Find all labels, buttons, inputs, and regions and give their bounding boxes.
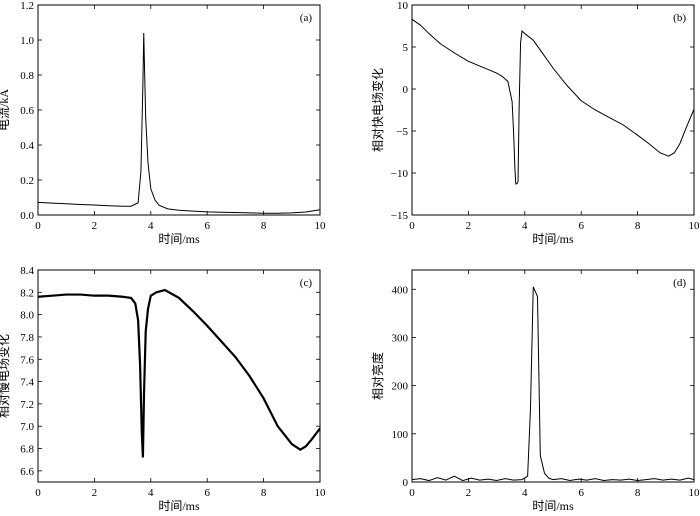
y-tick-label: 7.2 xyxy=(20,399,34,411)
y-tick-label: −5 xyxy=(396,126,408,138)
y-tick-label: 6.6 xyxy=(20,466,34,478)
x-tick-label: 2 xyxy=(466,220,472,232)
y-axis-title: 相对慢电场变化 xyxy=(0,334,11,418)
x-tick-label: 0 xyxy=(35,220,41,232)
y-axis-title: 相对亮度 xyxy=(370,352,385,400)
x-tick-label: 10 xyxy=(315,220,327,232)
x-tick-label: 2 xyxy=(466,487,472,499)
x-axis-title: 时间/ms xyxy=(532,232,574,246)
y-tick-label: 300 xyxy=(392,332,409,344)
x-tick-label: 2 xyxy=(92,220,98,232)
panel-label: (c) xyxy=(300,277,313,289)
plot-frame xyxy=(38,5,320,215)
x-tick-label: 4 xyxy=(522,487,528,499)
x-tick-label: 0 xyxy=(409,487,415,499)
y-tick-label: 10 xyxy=(397,0,409,12)
y-tick-label: 200 xyxy=(392,381,409,393)
panel-label: (a) xyxy=(300,12,313,24)
y-tick-label: 400 xyxy=(392,284,409,296)
y-tick-label: 8.2 xyxy=(20,287,34,299)
y-tick-label: 1.0 xyxy=(20,35,34,47)
x-tick-label: 10 xyxy=(689,220,700,232)
x-axis-title: 时间/ms xyxy=(158,499,200,511)
panel-b: 0 2 4 6 8 10 −15 −10 −5 0 5 10 时间/ms 相对快电场变化 (b) xyxy=(370,0,700,246)
x-tick-label: 8 xyxy=(635,487,641,499)
y-tick-label: 6.8 xyxy=(20,444,34,456)
series-line xyxy=(412,19,694,184)
y-tick-label: 0.4 xyxy=(20,140,34,152)
panel-c: 0 2 4 6 8 10 6.6 6.8 7.0 7.2 7.4 7.6 7.8 8.0 8.2 8.4 时间/… xyxy=(0,265,326,511)
x-tick-label: 10 xyxy=(689,487,700,499)
plot-frame xyxy=(38,270,320,482)
y-tick-label: 0 xyxy=(403,477,409,489)
x-tick-label: 6 xyxy=(578,487,584,499)
x-tick-label: 6 xyxy=(578,220,584,232)
x-tick-label: 4 xyxy=(522,220,528,232)
y-tick-label: 0.6 xyxy=(20,105,34,117)
x-tick-label: 8 xyxy=(261,220,267,232)
y-tick-label: 0.0 xyxy=(20,210,34,222)
y-tick-label: −15 xyxy=(391,210,409,222)
x-tick-label: 6 xyxy=(204,487,210,499)
x-tick-label: 6 xyxy=(204,220,210,232)
x-tick-label: 4 xyxy=(148,220,154,232)
y-tick-label: 8.0 xyxy=(20,310,34,322)
x-tick-label: 10 xyxy=(315,487,327,499)
x-tick-label: 4 xyxy=(148,487,154,499)
x-tick-label: 0 xyxy=(35,487,41,499)
plot-frame xyxy=(412,270,694,482)
panel-a: 0 2 4 6 8 10 0.0 0.2 0.4 0.6 0.8 1.0 1.2 时间/ms 电流/kA (a… xyxy=(0,0,326,246)
y-tick-label: 5 xyxy=(403,42,409,54)
x-tick-label: 2 xyxy=(92,487,98,499)
series-line xyxy=(38,33,320,213)
x-axis-title: 时间/ms xyxy=(158,232,200,246)
y-tick-label: 7.6 xyxy=(20,354,34,366)
y-tick-label: −10 xyxy=(391,168,409,180)
x-tick-label: 8 xyxy=(635,220,641,232)
y-tick-label: 1.2 xyxy=(20,0,34,12)
x-tick-label: 8 xyxy=(261,487,267,499)
y-axis-title: 电流/kA xyxy=(0,89,11,131)
y-tick-label: 0.8 xyxy=(20,70,34,82)
plot-frame xyxy=(412,5,694,215)
y-tick-label: 100 xyxy=(392,429,409,441)
panel-label: (d) xyxy=(673,277,686,289)
x-axis-title: 时间/ms xyxy=(532,499,574,511)
y-tick-label: 0 xyxy=(403,84,409,96)
y-axis-title: 相对快电场变化 xyxy=(370,68,385,152)
y-tick-label: 7.8 xyxy=(20,332,34,344)
series-line xyxy=(412,287,694,481)
y-tick-label: 7.0 xyxy=(20,421,34,433)
y-tick-label: 7.4 xyxy=(20,377,34,389)
series-line xyxy=(38,290,320,457)
panel-label: (b) xyxy=(673,12,686,24)
x-tick-label: 0 xyxy=(409,220,415,232)
y-tick-label: 0.2 xyxy=(20,175,34,187)
y-tick-label: 8.4 xyxy=(20,265,34,277)
